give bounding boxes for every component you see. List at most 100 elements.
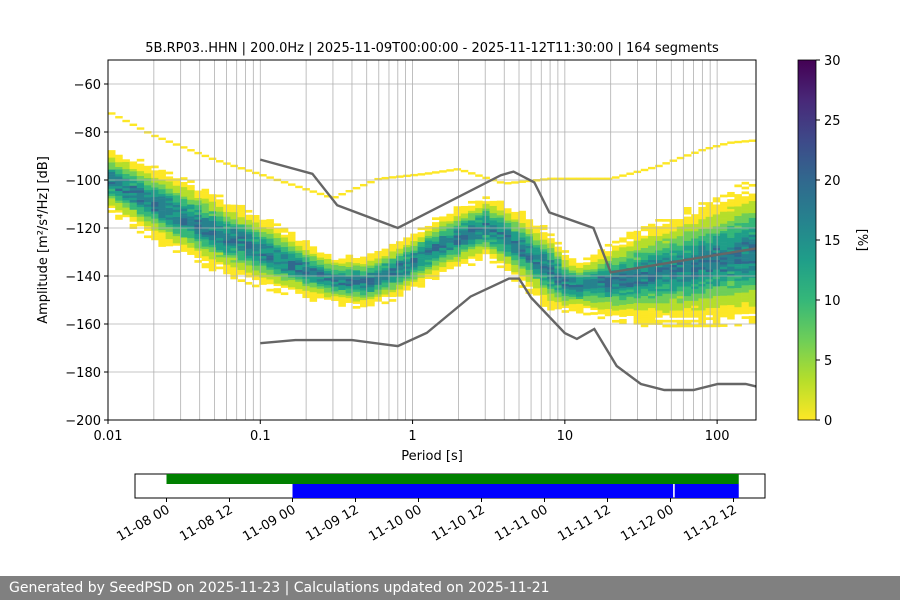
heat-cell — [453, 230, 462, 233]
heat-cell — [741, 287, 750, 291]
heat-cell — [741, 258, 750, 262]
heat-cell — [244, 238, 253, 242]
heat-cell — [208, 199, 217, 202]
heat-cell — [151, 223, 159, 226]
heat-cell — [223, 259, 231, 263]
heat-cell — [748, 229, 757, 233]
heat-cell — [720, 300, 728, 303]
heat-cell — [720, 254, 728, 258]
heat-cell — [540, 244, 548, 247]
heat-cell — [180, 191, 188, 195]
heat-outlier — [655, 164, 663, 168]
heat-cell — [388, 248, 397, 252]
heat-cell — [316, 259, 325, 263]
heat-cell — [741, 270, 750, 274]
heat-cell — [496, 251, 505, 254]
heat-cell — [439, 257, 447, 260]
heat-cell — [316, 283, 325, 287]
heat-cell — [475, 207, 483, 211]
heat-cell — [295, 269, 303, 273]
heat-cell — [648, 262, 656, 265]
heat-cell — [158, 234, 166, 238]
heat-cell — [460, 225, 469, 228]
heat-cell — [331, 262, 339, 266]
heat-cell — [266, 240, 274, 244]
heat-cell — [568, 270, 577, 273]
heat-cell — [518, 210, 526, 214]
heat-cell — [403, 258, 411, 262]
heat-cell — [388, 246, 397, 250]
heat-cell — [309, 265, 318, 269]
heat-cell — [273, 266, 282, 270]
heat-cell — [259, 248, 267, 252]
heat-cell — [115, 161, 123, 165]
heat-outlier — [626, 172, 634, 175]
heat-cell — [136, 190, 145, 193]
heat-cell — [626, 277, 634, 280]
heat-cell — [655, 307, 663, 311]
heat-cell — [194, 216, 202, 220]
heat-cell — [424, 235, 433, 239]
heat-cell — [518, 227, 526, 231]
heat-cell — [122, 212, 130, 215]
heat-cell — [504, 234, 512, 238]
heat-cell — [288, 241, 296, 245]
heat-outlier — [331, 196, 339, 199]
heat-cell — [540, 258, 548, 262]
heat-cell — [216, 249, 224, 253]
heat-cell — [640, 286, 649, 289]
heat-cell — [590, 276, 598, 279]
heat-cell — [720, 266, 728, 270]
heat-cell — [331, 276, 339, 280]
heat-cell — [230, 219, 238, 222]
heat-cell — [374, 270, 382, 273]
heat-cell — [504, 232, 512, 235]
heat-cell — [504, 246, 512, 250]
heat-cell — [669, 307, 678, 311]
heat-cell — [619, 287, 627, 291]
heat-cell — [626, 294, 634, 297]
heat-cell — [547, 276, 555, 280]
heat-cell — [691, 271, 699, 275]
heat-cell — [338, 277, 346, 281]
heat-cell — [208, 251, 217, 255]
heat-cell — [331, 298, 339, 302]
heat-cell — [712, 221, 721, 224]
heat-cell — [230, 207, 238, 210]
heat-cell — [165, 195, 174, 199]
heat-cell — [604, 284, 613, 288]
heat-cell — [540, 294, 548, 298]
heat-cell — [655, 291, 663, 294]
heat-cell — [446, 256, 454, 260]
heat-cell — [640, 240, 649, 244]
heat-cell — [676, 305, 685, 309]
heat-cell — [511, 259, 519, 263]
heat-cell — [612, 298, 620, 302]
heat-cell — [468, 212, 476, 216]
heat-cell — [691, 293, 699, 297]
heat-cell — [432, 260, 440, 264]
heat-cell — [280, 263, 289, 267]
heat-cell — [547, 252, 555, 256]
heat-cell — [259, 270, 267, 273]
heat-outlier — [568, 177, 577, 180]
heat-cell — [748, 200, 757, 204]
heat-cell — [424, 271, 433, 275]
heat-cell — [612, 286, 620, 290]
heat-cell — [216, 237, 224, 241]
heat-cell — [561, 276, 570, 280]
heat-cell — [676, 315, 685, 318]
heat-cell — [424, 276, 433, 280]
heat-cell — [295, 252, 303, 256]
heat-cell — [691, 300, 699, 304]
heat-cell — [266, 276, 274, 280]
heat-cell — [655, 303, 663, 306]
heat-cell — [468, 200, 476, 204]
heat-cell — [381, 272, 390, 276]
heat-cell — [180, 184, 188, 188]
heat-cell — [266, 252, 274, 256]
heat-cell — [648, 271, 656, 275]
heat-cell — [180, 189, 188, 192]
heat-cell — [727, 232, 735, 236]
heat-cell — [705, 209, 714, 213]
